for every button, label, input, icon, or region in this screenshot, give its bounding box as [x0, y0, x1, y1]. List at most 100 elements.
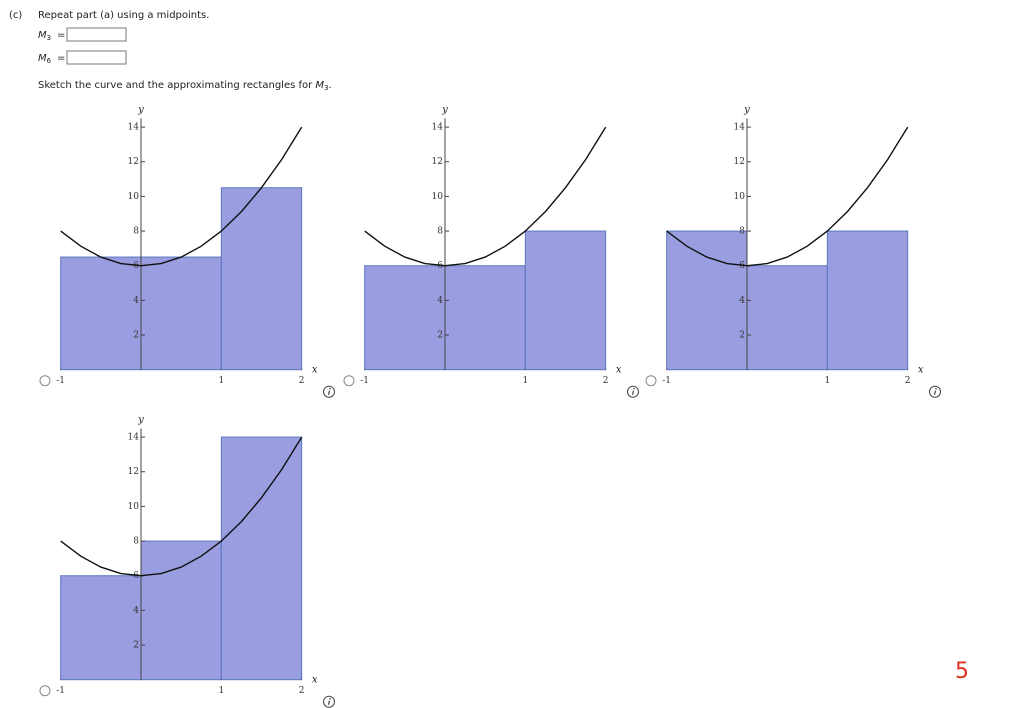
equals: = — [57, 30, 65, 41]
page-number: 5 — [955, 659, 969, 684]
info-icon[interactable] — [323, 385, 335, 398]
y-tick-label: 8 — [133, 537, 139, 547]
info-icon[interactable] — [627, 385, 639, 398]
instruction: Repeat part (a) using a midpoints. — [38, 10, 209, 21]
y-tick-label: 6 — [133, 571, 139, 581]
y-tick-label: 10 — [734, 192, 746, 202]
y-tick-label: 10 — [128, 192, 140, 202]
rectangle — [140, 540, 222, 681]
equals: = — [57, 53, 65, 64]
info-dot — [329, 697, 331, 700]
radio-button[interactable] — [343, 375, 355, 387]
rectangle — [220, 187, 303, 371]
x-axis-label: x — [918, 365, 924, 376]
curve — [666, 126, 909, 267]
info-stem — [631, 390, 635, 395]
radio-button[interactable] — [39, 375, 51, 387]
x-tick-label: 1 — [824, 376, 830, 386]
info-dot — [633, 387, 635, 390]
y-tick-label: 2 — [437, 331, 443, 341]
rectangle — [666, 230, 748, 371]
y-tick-label: 12 — [128, 467, 139, 477]
x-tick-label: 2 — [299, 686, 305, 696]
x-tick-label: 1 — [218, 376, 224, 386]
radio-button[interactable] — [39, 685, 51, 697]
y-tick-label: 8 — [739, 227, 745, 237]
rectangle — [826, 230, 909, 371]
y-tick-label: 4 — [739, 296, 745, 306]
y-tick-label: 12 — [128, 157, 139, 167]
info-stem — [327, 390, 331, 395]
y-axis-label: y — [441, 104, 448, 115]
x-tick-label: 2 — [603, 376, 609, 386]
answer-label: M3 — [38, 30, 51, 42]
y-tick-label: 4 — [133, 296, 139, 306]
y-tick-label: 2 — [739, 331, 745, 341]
y-tick-label: 14 — [432, 123, 444, 133]
y-tick-label: 4 — [133, 606, 139, 616]
rectangle — [746, 265, 828, 371]
x-tick-label: 1 — [522, 376, 528, 386]
radio-button[interactable] — [645, 375, 657, 387]
y-tick-label: 10 — [128, 502, 140, 512]
y-tick-label: 6 — [437, 261, 443, 271]
x-tick-label: -1 — [662, 376, 671, 386]
x-tick-label: 1 — [218, 686, 224, 696]
symbol: M — [38, 53, 47, 64]
subscript: 3 — [324, 84, 328, 92]
y-tick-label: 8 — [133, 227, 139, 237]
x-tick-label: -1 — [56, 686, 65, 696]
answer-input[interactable] — [66, 27, 127, 42]
y-tick-label: 14 — [128, 433, 140, 443]
rectangle — [364, 265, 446, 371]
sketch-prompt: Sketch the curve and the approximating r… — [38, 80, 332, 92]
curve — [60, 436, 303, 577]
rectangle — [524, 230, 607, 371]
period: . — [329, 80, 332, 91]
subscript: 6 — [47, 57, 52, 65]
rectangle — [220, 436, 303, 681]
info-icon[interactable] — [323, 695, 335, 708]
y-tick-label: 14 — [128, 123, 140, 133]
y-tick-label: 8 — [437, 227, 443, 237]
info-stem — [327, 700, 331, 705]
symbol: M — [38, 30, 47, 41]
part-label: (c) — [9, 10, 22, 21]
x-tick-label: -1 — [360, 376, 369, 386]
x-axis-label: x — [312, 675, 318, 686]
x-tick-label: -1 — [56, 376, 65, 386]
y-tick-label: 10 — [432, 192, 444, 202]
x-tick-label: 2 — [905, 376, 911, 386]
y-axis-label: y — [743, 104, 750, 115]
info-icon[interactable] — [929, 385, 941, 398]
x-axis-label: x — [312, 365, 318, 376]
y-tick-label: 14 — [734, 123, 746, 133]
info-dot — [935, 387, 937, 390]
answer-label: M6 — [38, 53, 52, 65]
y-axis-label: y — [137, 104, 144, 115]
y-tick-label: 2 — [133, 331, 139, 341]
info-dot — [329, 387, 331, 390]
y-tick-label: 6 — [739, 261, 745, 271]
prompt-text: Sketch the curve and the approximating r… — [38, 80, 315, 91]
subscript: 3 — [47, 34, 51, 42]
y-axis-label: y — [137, 414, 144, 425]
x-axis-label: x — [616, 365, 622, 376]
y-tick-label: 6 — [133, 261, 139, 271]
answer-input[interactable] — [66, 50, 127, 65]
info-stem — [933, 390, 937, 395]
x-tick-label: 2 — [299, 376, 305, 386]
rectangle — [60, 575, 142, 681]
y-tick-label: 12 — [734, 157, 745, 167]
y-tick-label: 12 — [432, 157, 443, 167]
y-tick-label: 2 — [133, 641, 139, 651]
curve — [60, 126, 303, 267]
symbol: M — [315, 80, 324, 91]
y-tick-label: 4 — [437, 296, 443, 306]
rectangle — [444, 265, 526, 371]
